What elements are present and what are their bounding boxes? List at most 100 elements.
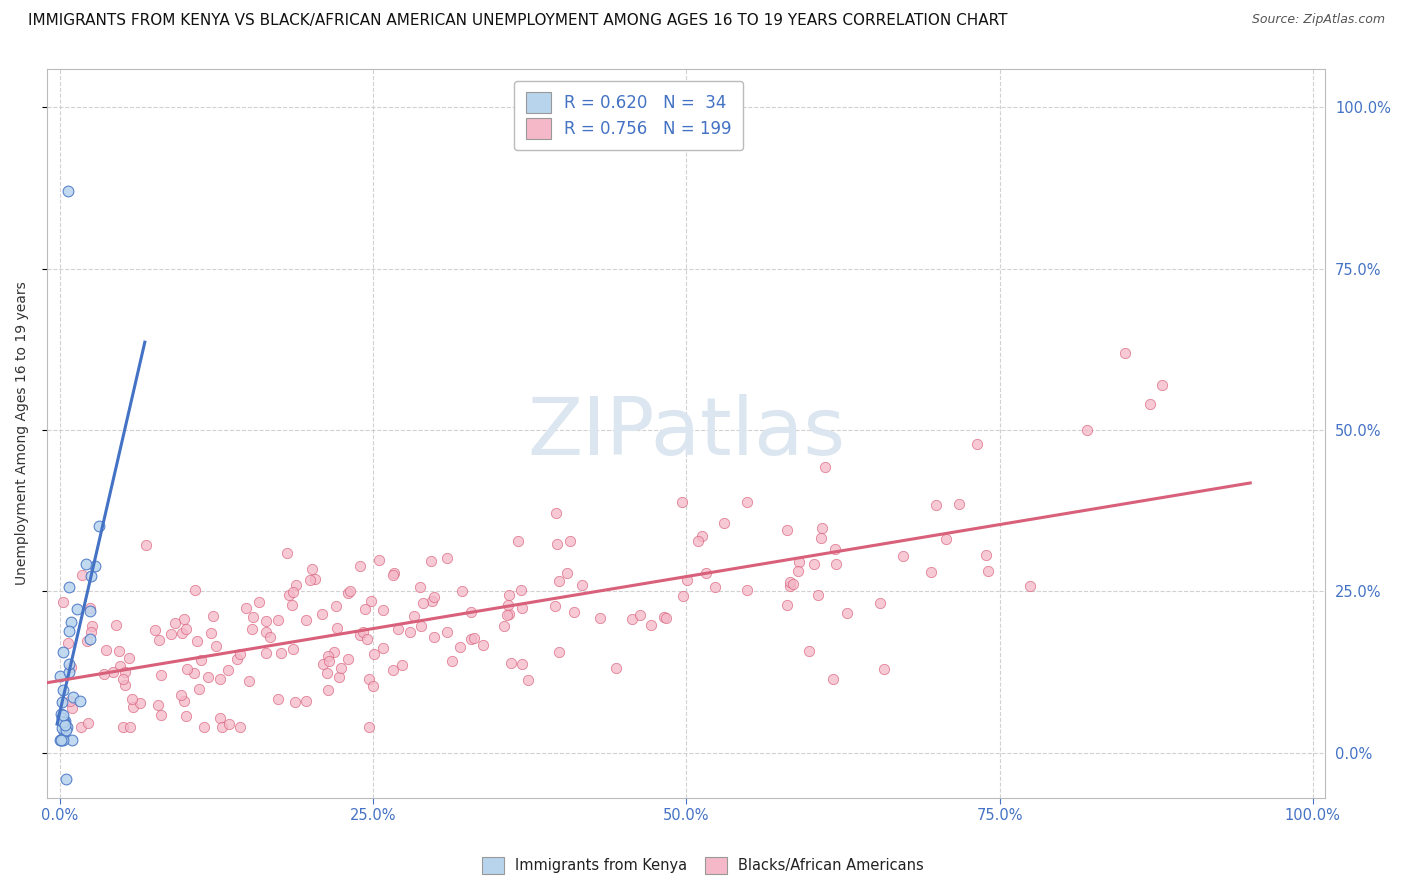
Point <box>82 619 104 633</box>
Point <box>51 711 73 725</box>
Point <box>226 652 249 666</box>
Point <box>254 646 277 660</box>
Point <box>423 591 446 605</box>
Point <box>62 690 84 705</box>
Point <box>463 631 485 645</box>
Point <box>238 673 260 688</box>
Point <box>555 566 578 580</box>
Point <box>544 599 567 614</box>
Point <box>176 662 198 676</box>
Point <box>357 673 380 687</box>
Point <box>441 654 464 668</box>
Point <box>357 720 380 734</box>
Point <box>301 562 323 576</box>
Point <box>53 725 76 739</box>
Point <box>229 720 252 734</box>
Point <box>150 668 173 682</box>
Point <box>217 663 239 677</box>
Point <box>496 598 519 612</box>
Point <box>935 532 957 546</box>
Point <box>51 733 73 747</box>
Point <box>652 610 675 624</box>
Point <box>254 614 277 628</box>
Point <box>121 692 143 706</box>
Point <box>114 665 136 679</box>
Point <box>810 521 832 535</box>
Point <box>209 711 232 725</box>
Point <box>69 693 91 707</box>
Point <box>148 633 170 648</box>
Point <box>786 564 808 578</box>
Point <box>51 721 73 735</box>
Point <box>56 636 79 650</box>
Point <box>1076 423 1098 437</box>
Point <box>571 578 593 592</box>
Point <box>105 617 128 632</box>
Point <box>605 661 627 675</box>
Point <box>205 639 228 653</box>
Point <box>349 628 371 642</box>
Point <box>111 672 134 686</box>
Point <box>318 654 340 668</box>
Point <box>1019 579 1042 593</box>
Point <box>51 707 73 722</box>
Point <box>328 670 350 684</box>
Point <box>1152 377 1174 392</box>
Point <box>869 596 891 610</box>
Point <box>283 585 305 599</box>
Point <box>52 733 75 747</box>
Legend: Immigrants from Kenya, Blacks/African Americans: Immigrants from Kenya, Blacks/African Am… <box>477 851 929 880</box>
Point <box>77 716 100 731</box>
Point <box>66 601 89 615</box>
Point <box>75 557 97 571</box>
Point <box>285 578 308 592</box>
Point <box>53 714 76 728</box>
Point <box>294 613 316 627</box>
Point <box>49 733 72 747</box>
Point <box>229 647 252 661</box>
Point <box>311 607 333 621</box>
Point <box>690 529 713 543</box>
Point <box>295 694 318 708</box>
Point <box>89 518 111 533</box>
Point <box>411 619 433 633</box>
Point <box>779 579 801 593</box>
Point <box>143 623 166 637</box>
Point <box>51 695 73 709</box>
Point <box>460 632 482 647</box>
Point <box>79 569 101 583</box>
Point <box>94 643 117 657</box>
Point <box>621 612 644 626</box>
Point <box>267 613 290 627</box>
Point <box>53 717 76 731</box>
Point <box>55 772 77 786</box>
Point <box>589 611 612 625</box>
Point <box>704 580 727 594</box>
Point <box>787 555 810 569</box>
Point <box>382 568 405 582</box>
Point <box>803 557 825 571</box>
Point <box>779 575 801 590</box>
Point <box>58 665 80 679</box>
Point <box>190 653 212 667</box>
Point <box>326 621 349 635</box>
Point <box>281 598 304 612</box>
Point <box>399 625 422 640</box>
Point <box>281 642 304 657</box>
Point <box>52 714 75 729</box>
Point <box>329 660 352 674</box>
Point <box>49 668 72 682</box>
Point <box>436 625 458 640</box>
Point <box>460 605 482 619</box>
Point <box>183 665 205 680</box>
Point <box>111 720 134 734</box>
Point <box>318 649 340 664</box>
Point <box>52 645 75 659</box>
Point <box>974 549 997 563</box>
Point <box>83 558 105 573</box>
Point <box>118 650 141 665</box>
Point <box>654 611 676 625</box>
Point <box>508 534 530 549</box>
Point <box>966 437 988 451</box>
Point <box>516 673 538 687</box>
